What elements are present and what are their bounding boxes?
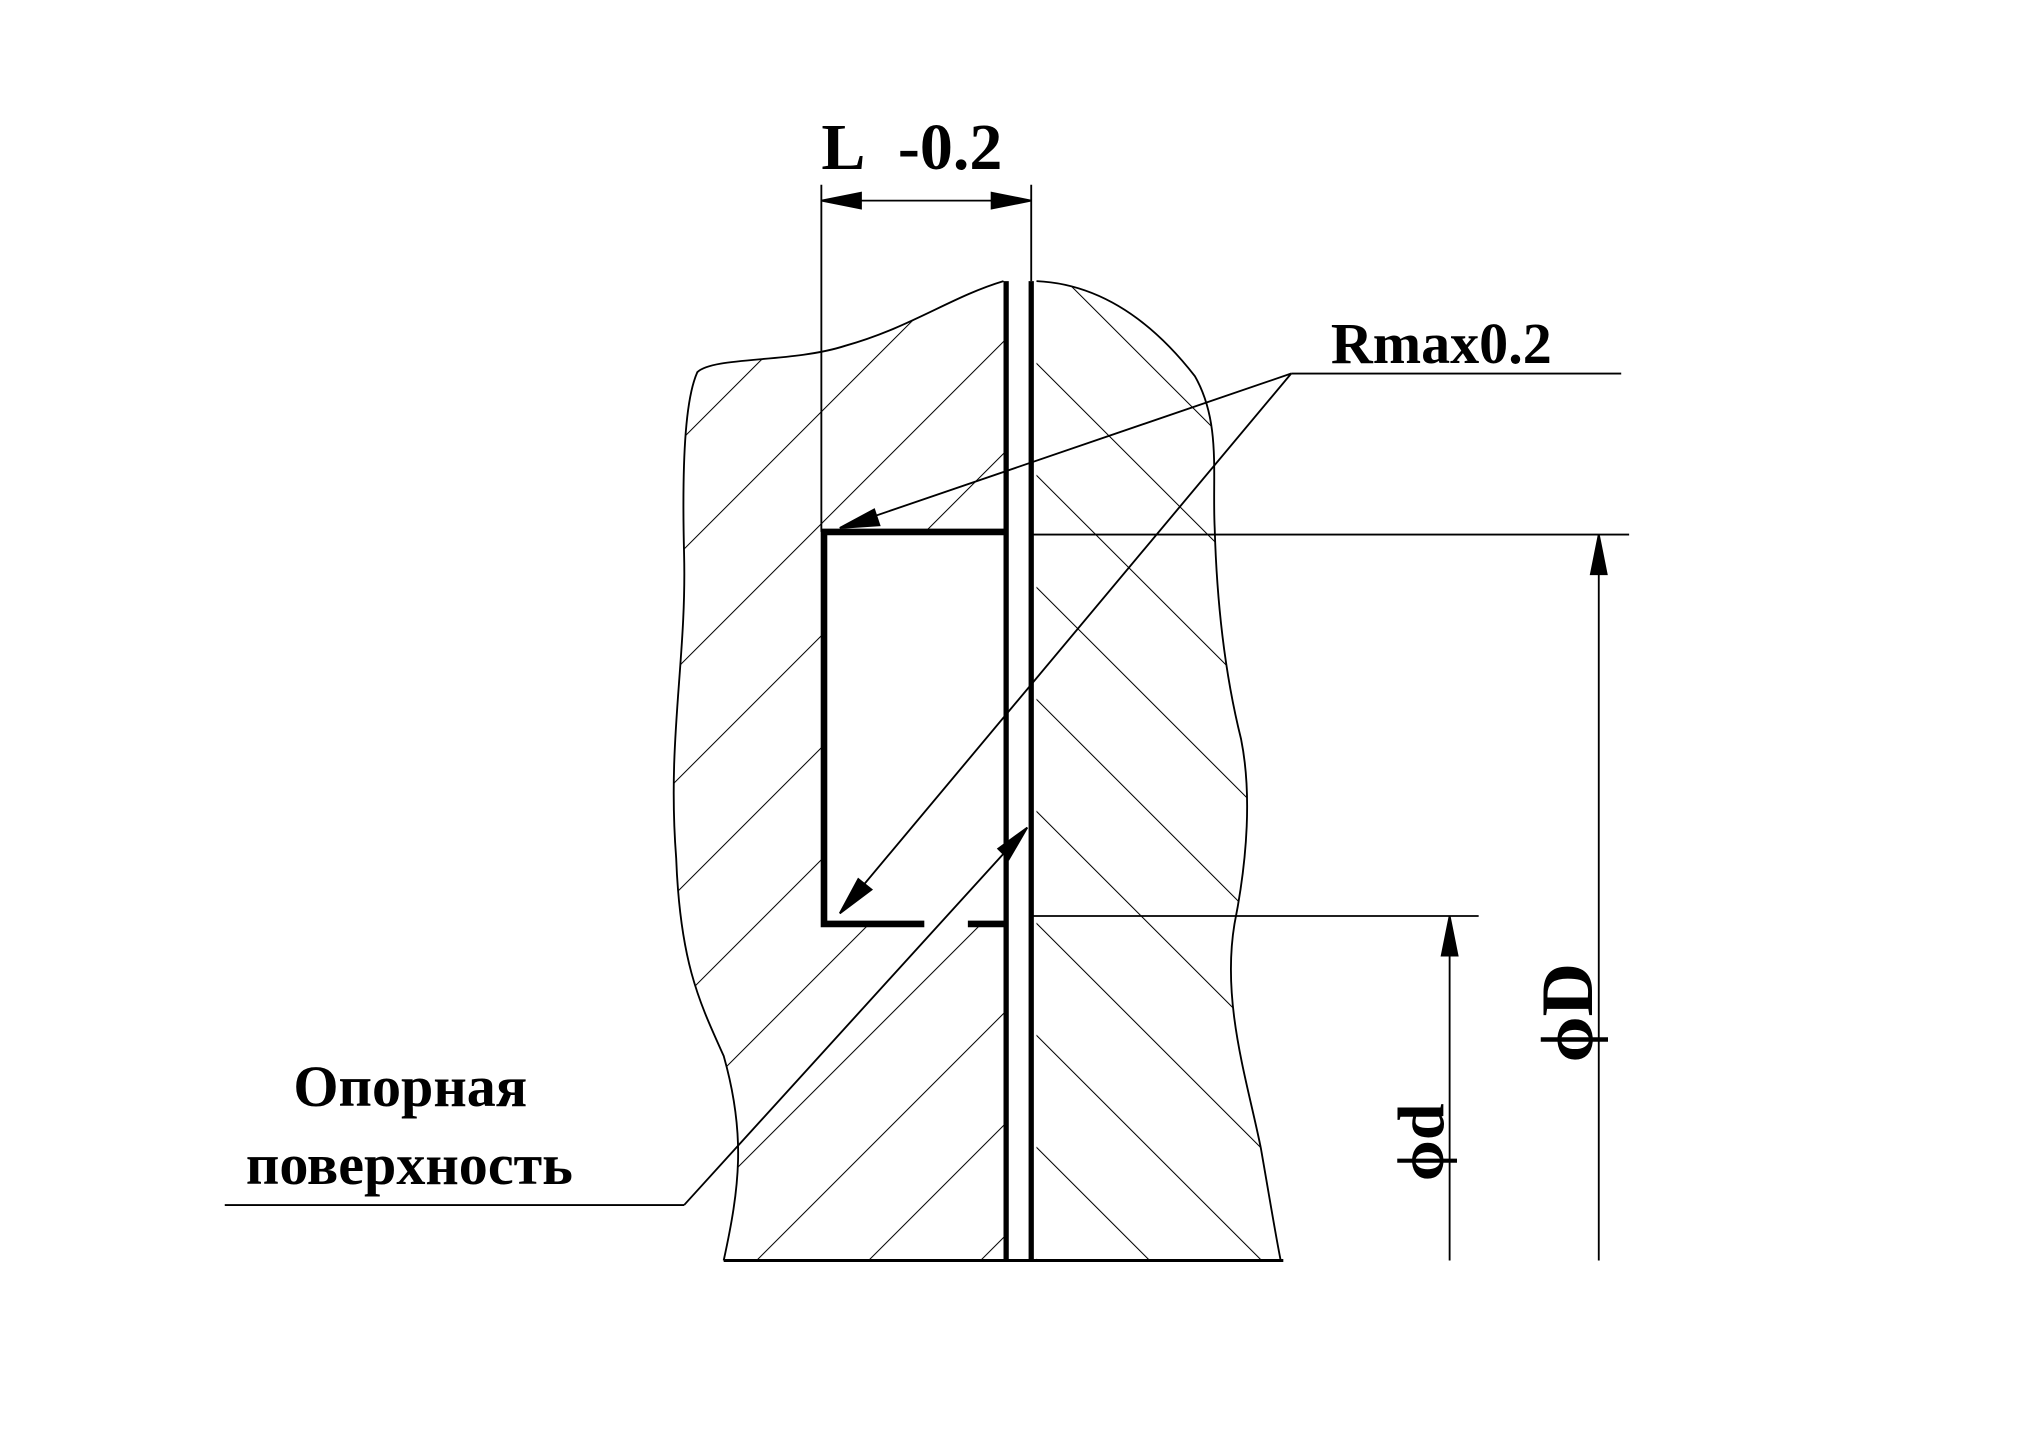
support-label-line1: Опорная: [293, 1054, 527, 1119]
roughness-leader: [839, 372, 1622, 915]
left-part-section: [672, 280, 1004, 1261]
right-part-section: [1036, 280, 1282, 1261]
diameter-D-dimension: [1031, 533, 1630, 1261]
groove-outline: [820, 528, 1007, 928]
support-label-line2: поверхность: [246, 1132, 573, 1197]
length-symbol-label: L: [821, 111, 865, 184]
diameter-d-dimension: [1031, 915, 1479, 1261]
roughness-label: Rmax0.2: [1331, 311, 1552, 376]
diameter-D-label: ϕD: [1526, 963, 1608, 1063]
length-tolerance-label: -0.2: [898, 111, 1002, 184]
support-leader: [224, 826, 1029, 1206]
length-dimension: [820, 184, 1033, 532]
diameter-d-label: ϕd: [1385, 1103, 1458, 1181]
center-gap-lines: [1003, 281, 1034, 1261]
